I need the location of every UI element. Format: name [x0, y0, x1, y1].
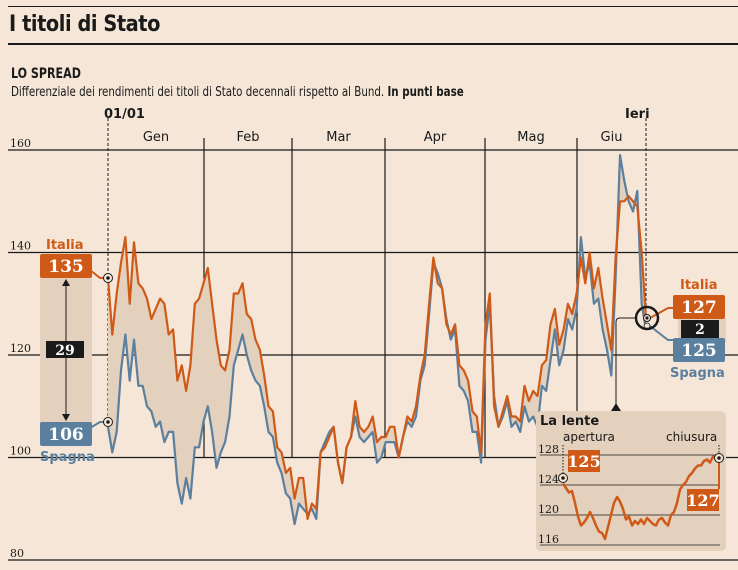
- lens-grid: 116 120 124 128: [538, 443, 720, 546]
- start-italia-badge: [40, 254, 92, 278]
- end-italia-name: Italia: [680, 278, 718, 293]
- y-tick-bg: [8, 137, 36, 149]
- y-tick-bg: [8, 342, 36, 354]
- series-line-italia: [106, 195, 648, 521]
- unit-note: In punti base: [387, 85, 464, 100]
- y-tick-bg: [8, 239, 36, 252]
- y-tick-labels: 80 100 120 140 160: [8, 137, 36, 560]
- section-title: LO SPREAD: [11, 66, 81, 82]
- start-italia-value: 135: [48, 257, 84, 277]
- month-label: Feb: [236, 130, 259, 145]
- lens-open-point-dot: [561, 476, 565, 480]
- start-spread-value: 29: [55, 343, 74, 359]
- lens-y-tick-label: 128: [538, 443, 559, 456]
- month-labels: Gen Feb Mar Apr Mag Giu: [143, 130, 623, 145]
- month-label: Mag: [517, 130, 544, 145]
- description-text: Differenziale dei rendimenti dei titoli …: [11, 85, 385, 100]
- start-spread-badge: [46, 341, 84, 358]
- chart-description: Differenziale dei rendimenti dei titoli …: [11, 85, 464, 100]
- month-label: Mar: [326, 130, 351, 145]
- lens-close-badge: [687, 489, 719, 511]
- lens-close-label: chiusura: [666, 430, 717, 444]
- month-label: Giu: [601, 130, 623, 145]
- start-spagna-point-dot: [106, 420, 110, 424]
- month-label: Apr: [424, 130, 447, 145]
- start-end-markers: 01/01 Ieri: [104, 107, 650, 420]
- lens-close-point-dot: [717, 456, 721, 460]
- y-tick-bg: [8, 444, 36, 457]
- lens-connector: [615, 317, 636, 405]
- start-annotation: Italia 135 29 106 Spagna: [40, 238, 113, 465]
- y-tick-label: 80: [10, 547, 24, 560]
- lens-open-value: 125: [567, 452, 600, 471]
- lens-open-label: apertura: [563, 430, 615, 444]
- lens-open-badge: [568, 450, 600, 472]
- end-italia-value: 127: [681, 298, 717, 318]
- start-spagna-value: 106: [48, 425, 84, 445]
- end-italia-badge: [673, 295, 725, 319]
- lens-y-tick-label: 116: [538, 533, 559, 546]
- end-annotation: Italia 127 2 125 Spagna: [611, 278, 726, 411]
- lens-panel: [536, 411, 726, 551]
- start-spagna-name: Spagna: [40, 450, 95, 465]
- y-tick-bg: [8, 547, 36, 559]
- end-spagna-value: 125: [681, 341, 717, 361]
- lens-title: La lente: [540, 414, 599, 429]
- start-date-label: 01/01: [104, 107, 145, 122]
- start-italia-name: Italia: [46, 238, 84, 253]
- end-date-label: Ieri: [625, 107, 650, 122]
- y-tick-label: 160: [10, 137, 31, 150]
- start-italia-point-dot: [106, 276, 110, 280]
- month-label: Gen: [143, 130, 169, 145]
- lens-inset: La lente apertura chiusura 116120124128 …: [536, 411, 726, 551]
- title-rule: [8, 43, 738, 45]
- lens-pointer-icon: [611, 403, 621, 411]
- arrow-down-icon: [62, 414, 70, 421]
- series-line-spagna: [106, 154, 648, 526]
- top-rule: [8, 6, 738, 7]
- start-spagna-badge: [40, 422, 92, 446]
- end-italia-point-dot: [645, 316, 649, 320]
- end-spagna-name: Spagna: [670, 366, 725, 381]
- y-tick-label: 120: [10, 342, 31, 355]
- end-spagna-leader: [649, 325, 680, 341]
- lens-y-tick-label: 120: [538, 503, 559, 516]
- lens-series-line-italia: [561, 455, 721, 541]
- lens-close-value: 127: [686, 491, 719, 510]
- end-spread-badge: [681, 320, 719, 338]
- page-title: I titoli di Stato: [9, 12, 160, 37]
- end-spread-value: 2: [695, 322, 705, 338]
- y-tick-label: 140: [10, 240, 31, 253]
- y-tick-label: 100: [10, 445, 31, 458]
- end-spagna-badge: [673, 338, 725, 362]
- arrow-up-icon: [62, 279, 70, 286]
- lens-y-tick-label: 124: [538, 473, 559, 486]
